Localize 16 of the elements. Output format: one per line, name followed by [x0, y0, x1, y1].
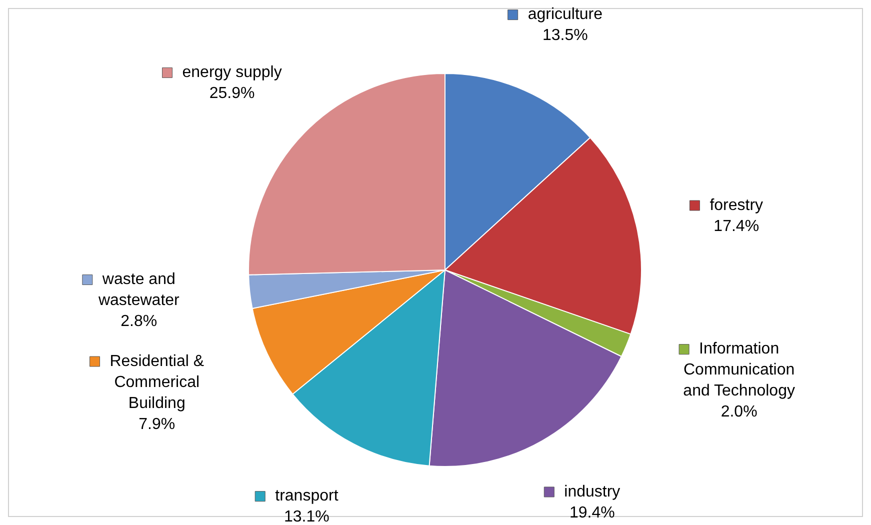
- legend-label: energy supply: [182, 64, 282, 82]
- legend-label: industry: [564, 483, 620, 500]
- legend-label: Information Communication and Technology: [683, 340, 795, 400]
- data-label: 25.9%: [209, 85, 255, 102]
- legend-label: Residential & Commerical Building: [110, 352, 204, 412]
- legend-label: agriculture: [528, 6, 603, 24]
- data-label: 19.4%: [569, 504, 615, 522]
- data-label: 7.9%: [138, 416, 176, 433]
- data-label: 17.4%: [714, 218, 760, 235]
- data-label: 13.5%: [542, 27, 588, 44]
- legend-label: transport: [275, 488, 339, 505]
- data-label: 13.1%: [284, 508, 330, 525]
- legend-label: forestry: [710, 196, 764, 214]
- data-label: 2.0%: [720, 404, 758, 421]
- data-label: 2.8%: [120, 313, 158, 330]
- legend-label: waste and wastewater: [97, 271, 180, 310]
